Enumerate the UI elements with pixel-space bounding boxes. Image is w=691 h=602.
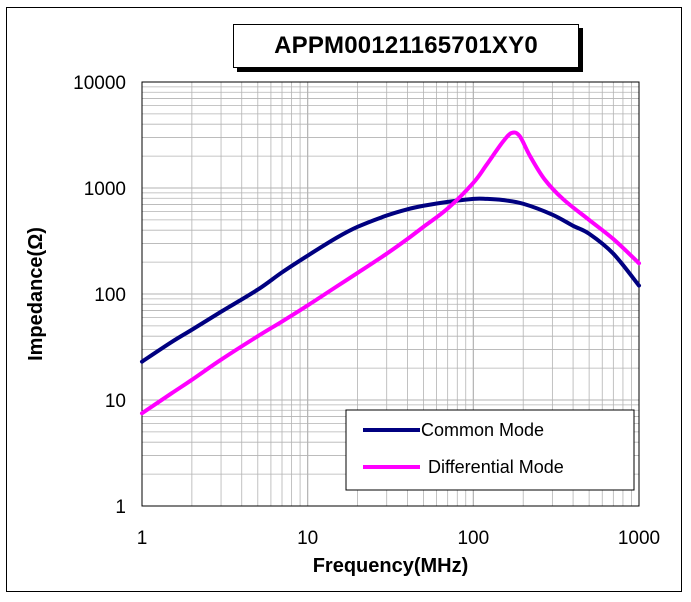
- y-tick-label: 10000: [73, 73, 126, 94]
- series-lines: [140, 130, 641, 416]
- legend-box: [345, 409, 635, 491]
- chart-frame: [6, 7, 682, 592]
- x-tick-labels: 1 10 100 1000: [137, 528, 660, 549]
- y-tick-label: 1000: [84, 179, 126, 200]
- legend-label-common-mode: Common Mode: [421, 420, 544, 440]
- legend: Common Mode Differential Mode: [345, 409, 635, 491]
- y-tick-label: 1: [115, 497, 126, 518]
- x-tick-label: 1: [137, 528, 148, 549]
- x-tick-label: 10: [297, 528, 318, 549]
- series-line-differential-mode: [140, 130, 641, 416]
- chart-title: APPM00121165701XY0: [233, 24, 579, 68]
- y-axis-label: Impedance(Ω): [25, 227, 47, 361]
- x-axis-label: Frequency(MHz): [313, 555, 469, 577]
- y-tick-label: 100: [94, 285, 126, 306]
- y-tick-labels: 1 10 100 1000 10000: [73, 73, 126, 518]
- y-tick-label: 10: [105, 391, 126, 412]
- legend-label-differential-mode: Differential Mode: [428, 457, 564, 477]
- plot-area-border: [141, 81, 640, 507]
- x-tick-label: 100: [457, 528, 489, 549]
- x-tick-label: 1000: [618, 528, 660, 549]
- series-line-common-mode: [140, 196, 641, 364]
